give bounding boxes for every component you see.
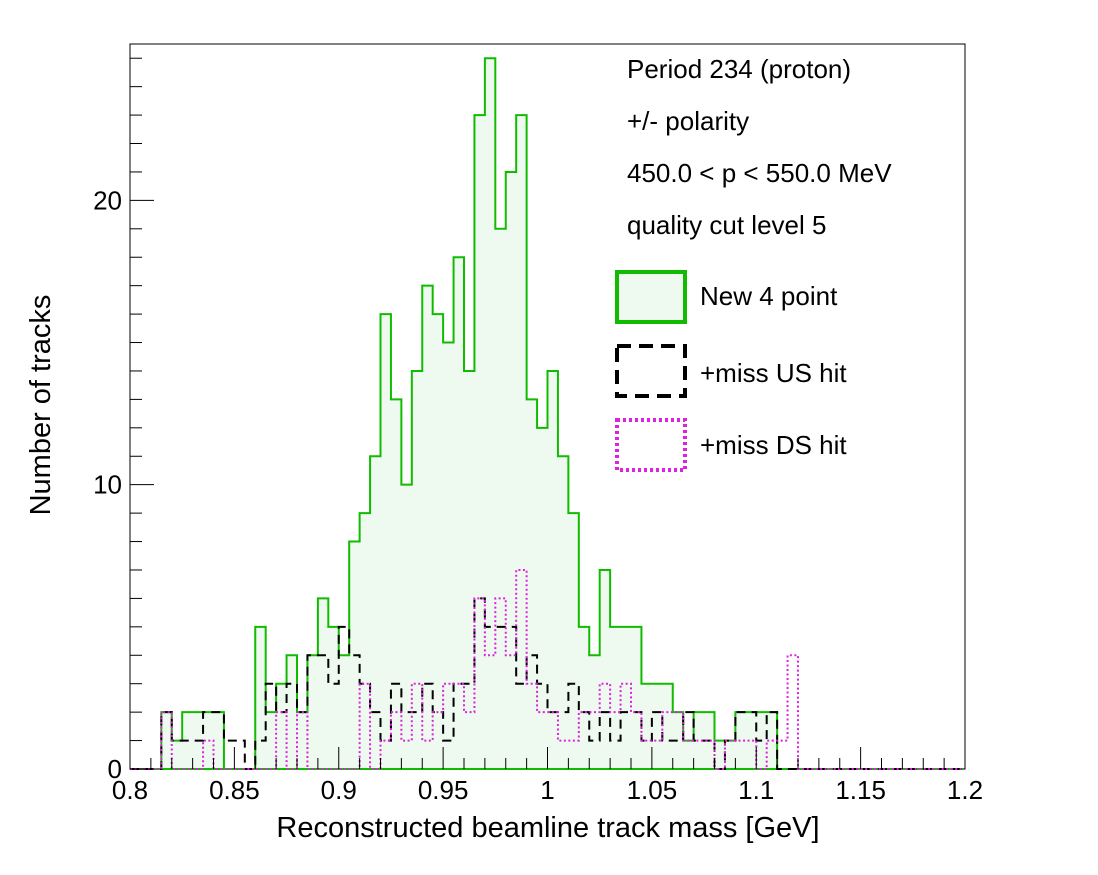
legend-label-miss-us-hit: +miss US hit <box>700 358 847 388</box>
y-tick-label: 0 <box>108 754 122 784</box>
y-axis-label: Number of tracks <box>25 295 57 516</box>
axis-layer: 0.8 0.85 0.9 0.95 1 1.05 1.1 1.15 1.2 0 10 20 <box>93 57 983 805</box>
histogram-series-miss-us-hit <box>130 597 965 770</box>
legend-swatch-miss-ds-hit <box>615 418 687 472</box>
x-tick-label: 1.15 <box>835 775 886 805</box>
legend-label-new-4-point: New 4 point <box>700 281 838 311</box>
annotation-quality-cut: quality cut level 5 <box>627 210 826 240</box>
x-tick-label: 0.8 <box>112 775 148 805</box>
x-axis-label: Reconstructed beamline track mass [GeV] <box>276 812 819 844</box>
annotation-polarity: +/- polarity <box>627 106 749 136</box>
legend: New 4 point +miss US hit +miss DS hit <box>615 270 847 472</box>
annotation-period: Period 234 (proton) <box>627 54 851 84</box>
legend-swatch-new-4-point <box>615 270 687 324</box>
x-tick-label: 1 <box>540 775 554 805</box>
x-tick-label: 0.9 <box>321 775 357 805</box>
y-tick-label: 10 <box>93 470 122 500</box>
annotation-momentum: 450.0 < p < 550.0 MeV <box>627 158 892 188</box>
x-tick-label: 1.2 <box>947 775 983 805</box>
x-tick-label: 1.05 <box>627 775 678 805</box>
legend-swatch-miss-us-hit <box>615 344 687 398</box>
x-tick-label: 0.85 <box>209 775 260 805</box>
series-layer <box>130 57 965 770</box>
legend-label-miss-ds-hit: +miss DS hit <box>700 430 847 460</box>
x-tick-label: 0.95 <box>418 775 469 805</box>
histogram-series-miss-ds-hit <box>130 568 965 770</box>
x-tick-label: 1.1 <box>738 775 774 805</box>
histogram-series-new-4-point <box>130 57 965 770</box>
y-tick-label: 20 <box>93 185 122 215</box>
